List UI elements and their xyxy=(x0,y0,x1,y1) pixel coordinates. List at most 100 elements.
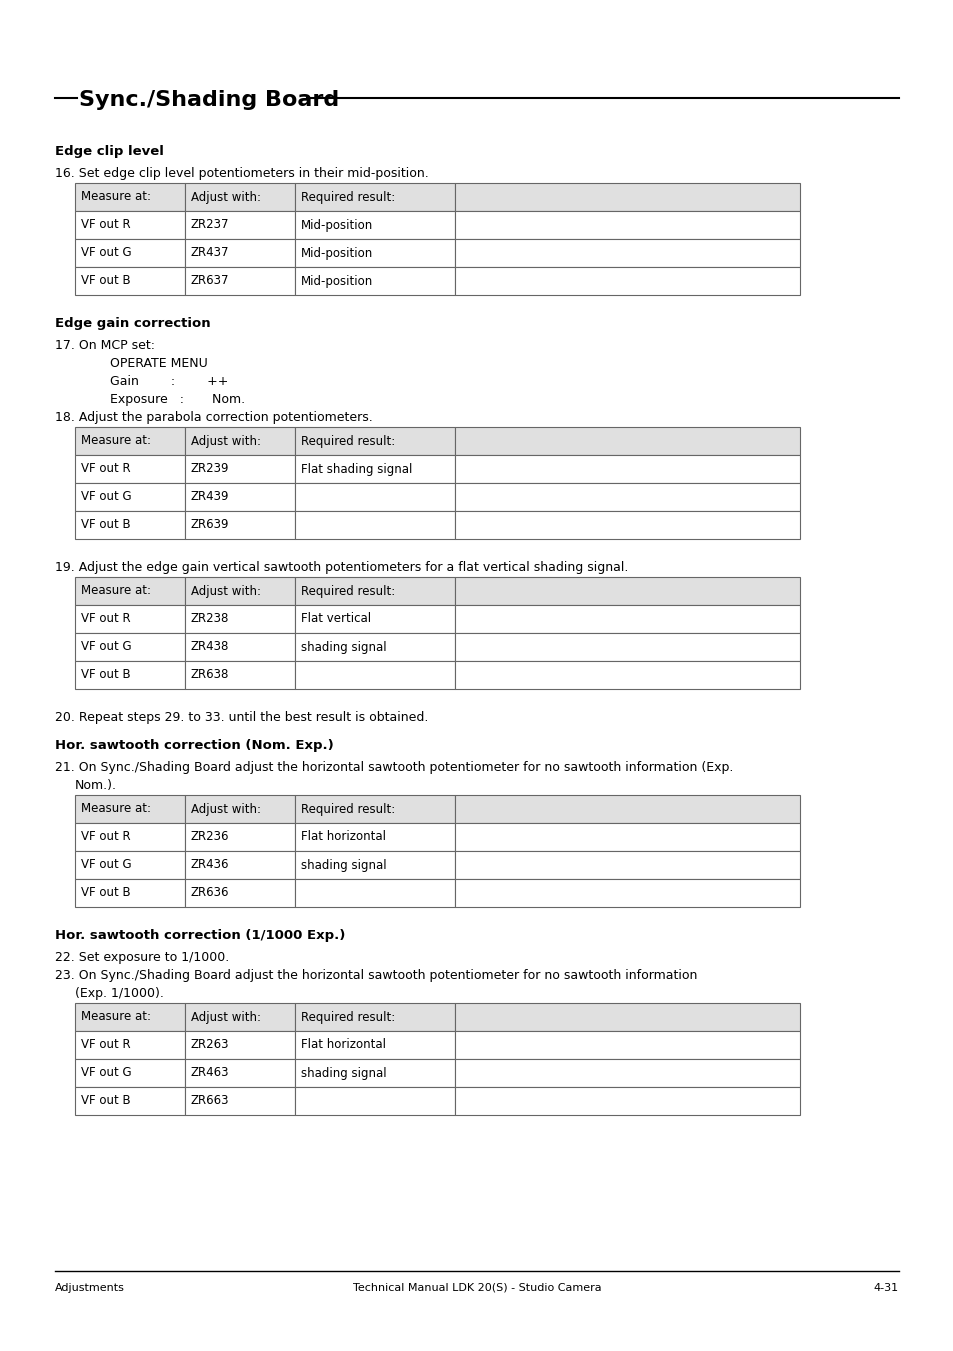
Bar xyxy=(455,851,800,880)
Bar xyxy=(75,267,185,295)
Text: ZR637: ZR637 xyxy=(191,274,230,288)
Text: Edge clip level: Edge clip level xyxy=(55,145,164,158)
Text: Technical Manual LDK 20(S) - Studio Camera: Technical Manual LDK 20(S) - Studio Came… xyxy=(353,1283,600,1293)
Bar xyxy=(455,577,800,605)
Text: VF out R: VF out R xyxy=(81,219,131,231)
Text: VF out R: VF out R xyxy=(81,462,131,476)
Bar xyxy=(455,605,800,634)
Bar xyxy=(185,511,294,539)
Bar xyxy=(455,1031,800,1059)
Bar xyxy=(75,851,185,880)
Text: VF out B: VF out B xyxy=(81,886,131,900)
Bar xyxy=(455,1002,800,1031)
Bar xyxy=(455,511,800,539)
Bar xyxy=(185,1002,294,1031)
Text: ZR639: ZR639 xyxy=(191,519,230,531)
Text: Measure at:: Measure at: xyxy=(81,802,151,816)
Text: Hor. sawtooth correction (1/1000 Exp.): Hor. sawtooth correction (1/1000 Exp.) xyxy=(55,929,345,942)
Text: 17. On MCP set:: 17. On MCP set: xyxy=(55,339,154,353)
Text: VF out G: VF out G xyxy=(81,640,132,654)
Bar xyxy=(455,823,800,851)
Bar xyxy=(185,484,294,511)
Bar xyxy=(185,211,294,239)
Bar xyxy=(75,484,185,511)
Text: (Exp. 1/1000).: (Exp. 1/1000). xyxy=(75,988,164,1000)
Text: Gain        :        ++: Gain : ++ xyxy=(110,376,228,388)
Text: 23. On Sync./Shading Board adjust the horizontal sawtooth potentiometer for no s: 23. On Sync./Shading Board adjust the ho… xyxy=(55,969,697,982)
Text: Adjust with:: Adjust with: xyxy=(191,802,261,816)
Text: VF out B: VF out B xyxy=(81,1094,131,1108)
Text: Edge gain correction: Edge gain correction xyxy=(55,317,211,330)
Bar xyxy=(294,605,455,634)
Text: ZR239: ZR239 xyxy=(191,462,230,476)
Bar xyxy=(75,182,185,211)
Bar xyxy=(75,1031,185,1059)
Bar xyxy=(75,1059,185,1088)
Bar xyxy=(294,1059,455,1088)
Bar xyxy=(185,880,294,907)
Bar xyxy=(455,427,800,455)
Bar xyxy=(75,455,185,484)
Bar xyxy=(294,1002,455,1031)
Text: Measure at:: Measure at: xyxy=(81,190,151,204)
Text: ZR436: ZR436 xyxy=(191,858,230,871)
Bar xyxy=(294,455,455,484)
Text: 20. Repeat steps 29. to 33. until the best result is obtained.: 20. Repeat steps 29. to 33. until the be… xyxy=(55,711,428,724)
Text: VF out R: VF out R xyxy=(81,612,131,626)
Bar xyxy=(455,239,800,267)
Bar xyxy=(455,1088,800,1115)
Text: VF out G: VF out G xyxy=(81,858,132,871)
Text: Measure at:: Measure at: xyxy=(81,585,151,597)
Text: Measure at:: Measure at: xyxy=(81,435,151,447)
Bar xyxy=(75,1002,185,1031)
Bar xyxy=(455,1059,800,1088)
Bar xyxy=(185,661,294,689)
Text: ZR638: ZR638 xyxy=(191,669,229,681)
Text: Required result:: Required result: xyxy=(301,435,395,447)
Bar xyxy=(294,484,455,511)
Text: VF out B: VF out B xyxy=(81,669,131,681)
Bar xyxy=(185,577,294,605)
Bar xyxy=(185,634,294,661)
Text: Flat horizontal: Flat horizontal xyxy=(301,831,386,843)
Bar xyxy=(185,1088,294,1115)
Bar xyxy=(185,605,294,634)
Bar xyxy=(75,823,185,851)
Bar xyxy=(75,634,185,661)
Bar xyxy=(185,182,294,211)
Bar xyxy=(185,239,294,267)
Text: 4-31: 4-31 xyxy=(873,1283,898,1293)
Bar xyxy=(75,605,185,634)
Text: ZR437: ZR437 xyxy=(191,246,230,259)
Text: VF out R: VF out R xyxy=(81,831,131,843)
Text: Required result:: Required result: xyxy=(301,802,395,816)
Text: shading signal: shading signal xyxy=(301,640,386,654)
Bar xyxy=(455,182,800,211)
Bar xyxy=(294,794,455,823)
Text: 19. Adjust the edge gain vertical sawtooth potentiometers for a flat vertical sh: 19. Adjust the edge gain vertical sawtoo… xyxy=(55,561,628,574)
Bar xyxy=(185,823,294,851)
Bar xyxy=(294,1088,455,1115)
Bar xyxy=(455,455,800,484)
Text: 22. Set exposure to 1/1000.: 22. Set exposure to 1/1000. xyxy=(55,951,229,965)
Text: Flat vertical: Flat vertical xyxy=(301,612,371,626)
Bar xyxy=(75,211,185,239)
Bar xyxy=(75,880,185,907)
Bar xyxy=(294,634,455,661)
Text: Mid-position: Mid-position xyxy=(301,219,373,231)
Bar xyxy=(294,661,455,689)
Text: Required result:: Required result: xyxy=(301,190,395,204)
Bar xyxy=(185,1059,294,1088)
Text: Sync./Shading Board: Sync./Shading Board xyxy=(79,91,339,109)
Text: ZR663: ZR663 xyxy=(191,1094,230,1108)
Bar xyxy=(294,880,455,907)
Text: VF out B: VF out B xyxy=(81,274,131,288)
Text: 21. On Sync./Shading Board adjust the horizontal sawtooth potentiometer for no s: 21. On Sync./Shading Board adjust the ho… xyxy=(55,761,733,774)
Bar xyxy=(294,211,455,239)
Text: 16. Set edge clip level potentiometers in their mid-position.: 16. Set edge clip level potentiometers i… xyxy=(55,168,428,180)
Bar xyxy=(185,455,294,484)
Text: Measure at:: Measure at: xyxy=(81,1011,151,1024)
Bar xyxy=(455,484,800,511)
Bar xyxy=(294,577,455,605)
Bar xyxy=(455,794,800,823)
